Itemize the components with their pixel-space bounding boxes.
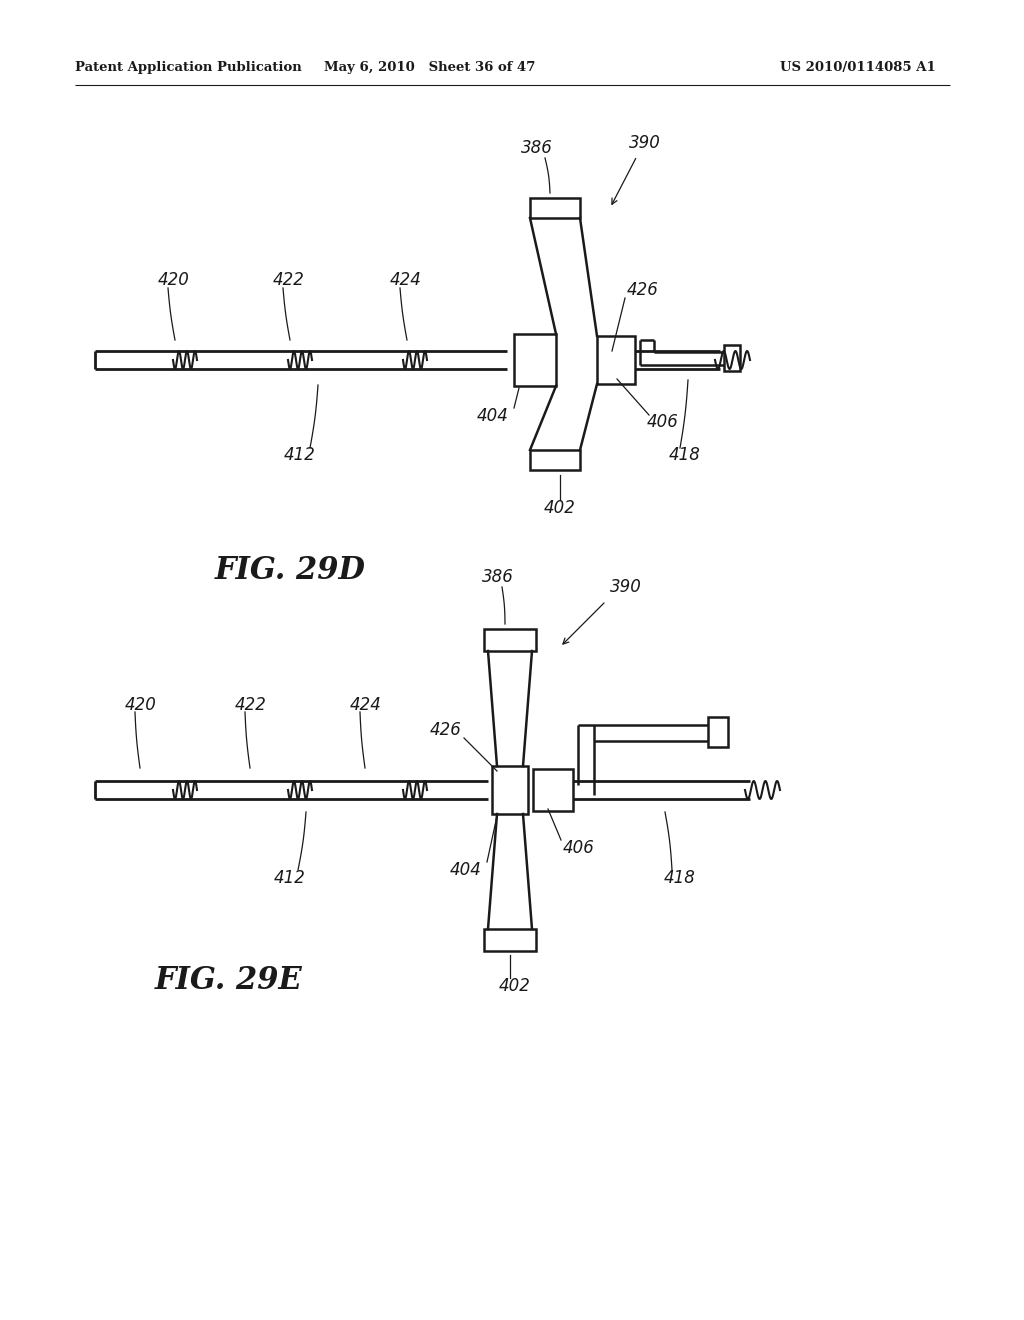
Text: 404: 404 [451,861,482,879]
Text: 390: 390 [629,135,660,152]
Text: 422: 422 [273,271,305,289]
Text: 402: 402 [544,499,575,517]
Text: 406: 406 [647,413,679,432]
Bar [530,450,580,470]
Text: 420: 420 [125,696,157,714]
Text: 424: 424 [350,696,382,714]
Text: 406: 406 [563,840,595,857]
Bar [724,345,740,371]
Text: 422: 422 [234,696,267,714]
Bar [492,766,528,814]
Bar [708,717,728,747]
Text: 418: 418 [664,869,696,887]
Text: FIG. 29D: FIG. 29D [215,554,366,586]
Bar [484,630,536,651]
Bar [597,337,635,384]
Text: 386: 386 [482,568,514,586]
Text: 402: 402 [499,977,530,995]
Text: 426: 426 [627,281,658,300]
Bar [530,198,580,218]
Text: May 6, 2010   Sheet 36 of 47: May 6, 2010 Sheet 36 of 47 [325,62,536,74]
Text: 418: 418 [669,446,701,465]
Bar [514,334,556,385]
Text: FIG. 29E: FIG. 29E [155,965,303,997]
Text: 424: 424 [390,271,422,289]
Text: US 2010/0114085 A1: US 2010/0114085 A1 [780,62,936,74]
Text: 390: 390 [610,578,642,597]
Text: 386: 386 [521,139,553,157]
Bar [484,929,536,950]
Text: Patent Application Publication: Patent Application Publication [75,62,302,74]
Text: 412: 412 [284,446,316,465]
Text: 404: 404 [477,407,509,425]
Text: 412: 412 [274,869,306,887]
Bar [534,770,573,810]
Text: 420: 420 [158,271,189,289]
Text: 426: 426 [430,721,462,739]
